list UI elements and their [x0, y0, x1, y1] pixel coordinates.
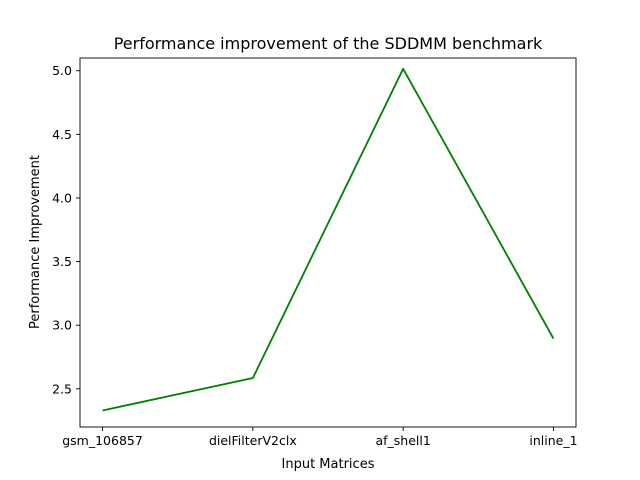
x-tick-label: gsm_106857	[62, 433, 143, 448]
y-tick-label: 3.0	[52, 318, 72, 333]
axes-frame	[79, 57, 577, 428]
y-tick-label: 5.0	[52, 63, 72, 78]
x-tick-label: dielFilterV2clx	[209, 433, 297, 448]
y-tick-label: 2.5	[52, 381, 72, 396]
chart-title: Performance improvement of the SDDMM ben…	[114, 34, 543, 53]
y-tick-label: 3.5	[52, 254, 72, 269]
series-line-0	[102, 67, 555, 412]
plot-area: gsm_106857 dielFilterV2clx af_shell1 inline…	[52, 57, 578, 448]
y-tick-label: 4.0	[52, 190, 72, 205]
x-tick-label: af_shell1	[375, 433, 430, 448]
y-axis-label: Performance Improvement	[28, 155, 43, 329]
x-tick-label: inline_1	[529, 433, 577, 448]
y-tick-label: 4.5	[52, 127, 72, 142]
x-axis-label: Input Matrices	[282, 457, 375, 472]
